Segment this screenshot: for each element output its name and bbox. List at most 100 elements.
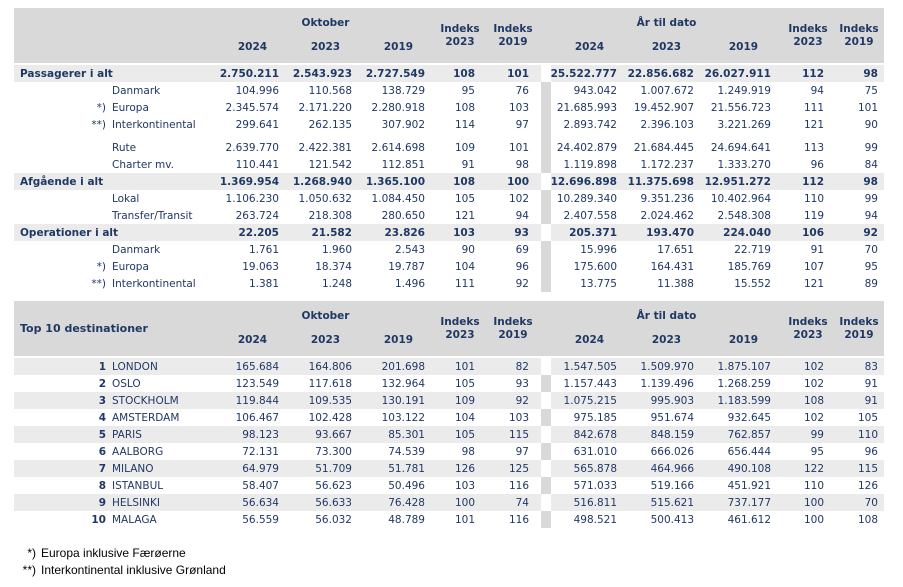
year-header: 2023 <box>651 333 682 346</box>
column-separator <box>541 139 551 156</box>
table-row: Charter mv. 110.441 121.542 112.851 91 98 1.11… <box>14 156 884 173</box>
year-header: 2024 <box>237 333 268 346</box>
index-value-cell: 108 <box>857 513 878 526</box>
column-separator <box>541 511 551 528</box>
value-cell: 10.402.964 <box>710 192 771 205</box>
value-cell: 110.441 <box>235 158 279 171</box>
index-value-cell: 126 <box>857 479 878 492</box>
value-cell: 224.040 <box>723 226 771 239</box>
footnote-marker: **) <box>91 277 106 290</box>
value-cell: 2.407.558 <box>563 209 617 222</box>
value-cell: 943.042 <box>573 84 617 97</box>
column-separator <box>541 241 551 258</box>
index-value-cell: 101 <box>507 67 529 80</box>
value-cell: 1.369.954 <box>219 175 279 188</box>
row-label-cell: Danmark <box>14 241 216 258</box>
value-cell: 205.371 <box>569 226 617 239</box>
column-separator <box>541 190 551 207</box>
value-cell: 13.775 <box>580 277 617 290</box>
column-separator <box>541 258 551 275</box>
index-value-cell: 103 <box>508 411 529 424</box>
traffic-summary-table: Oktober 2024 2023 2019 Indeks 2023 Indeks 2019 Å… <box>14 8 884 292</box>
value-cell: 18.374 <box>315 260 352 273</box>
value-cell: 666.026 <box>650 445 694 458</box>
index-value-cell: 92 <box>863 226 878 239</box>
index-value-cell: 96 <box>810 158 824 171</box>
index-value-cell: 98 <box>863 67 878 80</box>
index-value-cell: 103 <box>508 101 529 114</box>
value-cell: 932.645 <box>727 411 771 424</box>
row-label-cell: 2 OSLO <box>14 375 216 392</box>
value-cell: 102.428 <box>308 411 352 424</box>
value-cell: 848.159 <box>650 428 694 441</box>
index-header-year: 2023 <box>445 328 475 341</box>
index-value-cell: 114 <box>454 118 475 131</box>
period-header-ytd: År til dato <box>636 310 697 322</box>
value-cell: 1.075.215 <box>563 394 617 407</box>
index-value-cell: 99 <box>810 428 824 441</box>
value-cell: 451.921 <box>727 479 771 492</box>
index-value-cell: 125 <box>508 462 529 475</box>
value-cell: 571.033 <box>573 479 617 492</box>
index-value-cell: 90 <box>864 118 878 131</box>
index-value-cell: 101 <box>454 360 475 373</box>
value-cell: 19.063 <box>242 260 279 273</box>
rank-number: 7 <box>98 462 106 475</box>
index-value-cell: 99 <box>864 192 878 205</box>
column-separator <box>541 224 551 241</box>
top10-destinations-table: Top 10 destinationer Oktober 2024 2023 2019 I… <box>14 301 884 528</box>
index-value-cell: 111 <box>454 277 475 290</box>
value-cell: 1.248 <box>321 277 352 290</box>
table-label-header <box>14 8 216 63</box>
footnote-text: Europa inklusive Færøerne <box>41 546 186 560</box>
index-value-cell: 101 <box>454 513 475 526</box>
value-cell: 76.428 <box>388 496 425 509</box>
year-header: 2023 <box>651 40 682 53</box>
value-cell: 461.612 <box>727 513 771 526</box>
index-value-cell: 102 <box>803 360 824 373</box>
value-cell: 565.878 <box>573 462 617 475</box>
table-row: 8 ISTANBUL 58.407 56.623 50.496 103 116 571.033… <box>14 477 884 494</box>
column-separator <box>541 409 551 426</box>
year-header: 2019 <box>728 333 759 346</box>
value-cell: 132.964 <box>381 377 425 390</box>
footnotes: *) Europa inklusive Færøerne **) Interkonti… <box>14 545 903 579</box>
index-value-cell: 110 <box>803 192 824 205</box>
value-cell: 498.521 <box>573 513 617 526</box>
row-label: Operationer i alt <box>20 226 119 239</box>
table-row: Rute 2.639.770 2.422.381 2.614.698 109 101 24.… <box>14 139 884 156</box>
value-cell: 12.951.272 <box>704 175 771 188</box>
row-label-cell: Danmark <box>14 82 216 99</box>
index-header: Indeks 2019 <box>485 301 541 356</box>
table-row: 10 MALAGA 56.559 56.032 48.789 101 116 498.521 5… <box>14 511 884 528</box>
value-cell: 519.166 <box>650 479 694 492</box>
table-row: 9 HELSINKI 56.634 56.633 76.428 100 74 516.811 5… <box>14 494 884 511</box>
index-value-cell: 100 <box>803 513 824 526</box>
value-cell: 9.351.236 <box>640 192 694 205</box>
year-header: 2019 <box>728 40 759 53</box>
destination-label: AALBORG <box>112 445 164 458</box>
index-header-year: 2019 <box>498 328 528 341</box>
index-value-cell: 91 <box>864 377 878 390</box>
value-cell: 11.375.698 <box>627 175 694 188</box>
value-cell: 656.444 <box>727 445 771 458</box>
index-header-word: Indeks <box>440 315 480 328</box>
value-cell: 2.345.574 <box>225 101 279 114</box>
value-cell: 631.010 <box>573 445 617 458</box>
index-value-cell: 70 <box>864 243 878 256</box>
index-value-cell: 109 <box>454 141 475 154</box>
value-cell: 2.639.770 <box>225 141 279 154</box>
index-header: Indeks 2019 <box>485 8 541 63</box>
year-header: 2023 <box>310 40 341 53</box>
value-cell: 1.106.230 <box>225 192 279 205</box>
index-value-cell: 105 <box>454 428 475 441</box>
column-separator <box>541 65 551 82</box>
value-cell: 98.123 <box>242 428 279 441</box>
index-header-year: 2023 <box>793 328 823 341</box>
row-label-cell: 10 MALAGA <box>14 511 216 528</box>
index-header: Indeks 2019 <box>834 8 884 63</box>
destination-label: AMSTERDAM <box>112 411 180 424</box>
row-label-cell: 9 HELSINKI <box>14 494 216 511</box>
year-header: 2019 <box>383 40 414 53</box>
value-cell: 185.769 <box>727 260 771 273</box>
